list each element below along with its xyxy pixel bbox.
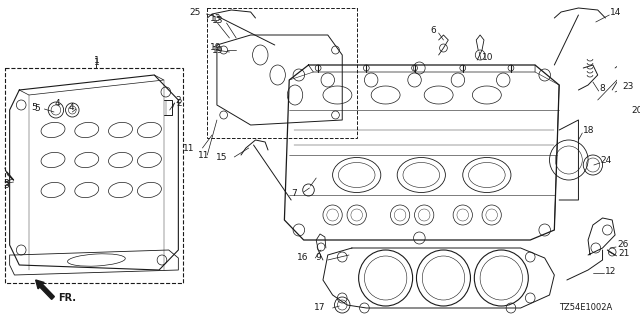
Text: 24: 24 <box>600 156 612 164</box>
Text: 3: 3 <box>3 180 9 189</box>
Text: 20: 20 <box>632 106 640 115</box>
Text: 9: 9 <box>316 252 321 261</box>
Text: 1: 1 <box>93 55 99 65</box>
Text: 12: 12 <box>604 268 616 276</box>
Text: 4: 4 <box>55 99 61 108</box>
Bar <box>5 68 183 283</box>
Text: 26: 26 <box>617 239 628 249</box>
Text: 2: 2 <box>175 95 181 105</box>
Text: 10: 10 <box>482 52 493 61</box>
Text: 13: 13 <box>212 15 223 25</box>
Text: 19: 19 <box>212 45 223 54</box>
Text: 5: 5 <box>35 103 40 113</box>
Text: 18: 18 <box>583 125 595 134</box>
Text: 8: 8 <box>600 84 605 92</box>
Text: 15: 15 <box>216 153 227 162</box>
Text: 1: 1 <box>93 58 99 67</box>
Text: 11: 11 <box>183 143 195 153</box>
Text: 19: 19 <box>210 43 221 52</box>
Text: 21: 21 <box>618 249 629 258</box>
Text: 16: 16 <box>297 253 308 262</box>
Text: 4: 4 <box>68 102 74 111</box>
Text: 2: 2 <box>177 99 182 108</box>
Text: FR.: FR. <box>58 293 76 303</box>
Text: 14: 14 <box>611 7 621 17</box>
Text: 23: 23 <box>623 82 634 91</box>
Text: 13: 13 <box>210 13 221 22</box>
Text: TZ54E1002A: TZ54E1002A <box>559 303 612 312</box>
FancyArrow shape <box>36 280 54 300</box>
Text: 11: 11 <box>198 150 209 159</box>
Text: 7: 7 <box>291 188 297 197</box>
Bar <box>207 8 356 138</box>
Text: 25: 25 <box>189 7 200 17</box>
Text: 6: 6 <box>430 26 436 35</box>
Text: 17: 17 <box>314 303 326 313</box>
Text: 3: 3 <box>3 179 9 188</box>
Text: 5: 5 <box>31 102 36 111</box>
